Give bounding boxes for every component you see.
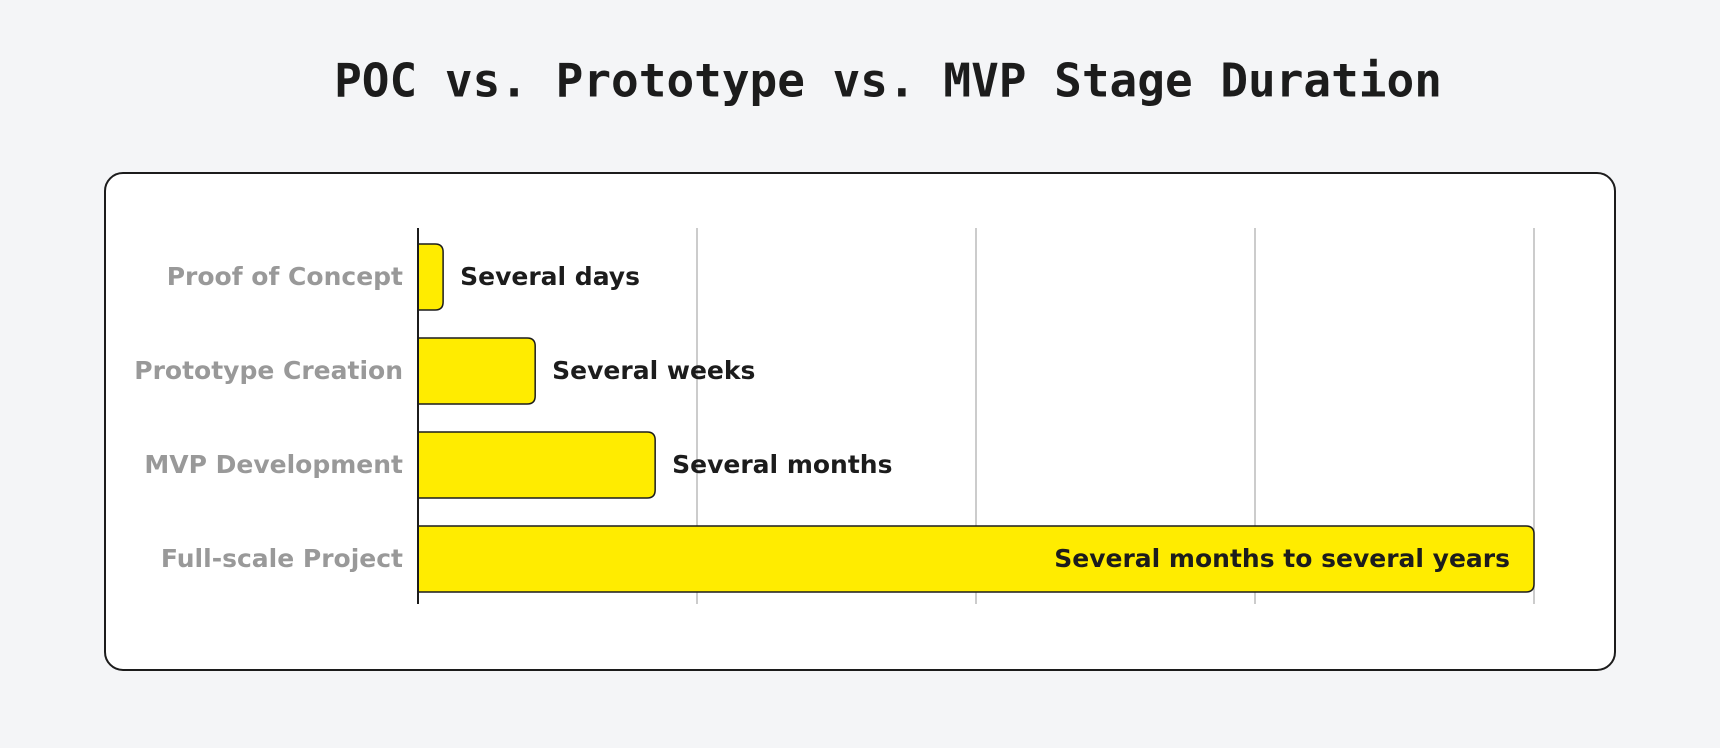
value-label: Several weeks [552, 356, 755, 385]
bar [417, 431, 656, 499]
bar [417, 525, 1535, 593]
y-tick-label: Prototype Creation [134, 356, 403, 385]
value-label: Several days [460, 262, 640, 291]
y-tick-label: Full-scale Project [161, 544, 403, 573]
y-tick-label: MVP Development [144, 450, 403, 479]
y-tick-label: Proof of Concept [167, 262, 403, 291]
chart-title: POC vs. Prototype vs. MVP Stage Duration [334, 54, 1442, 108]
bar [417, 243, 444, 311]
value-label: Several months [672, 450, 892, 479]
value-label: Several months to several years [1054, 544, 1510, 573]
bar [417, 337, 536, 405]
chart-panel [104, 172, 1616, 671]
